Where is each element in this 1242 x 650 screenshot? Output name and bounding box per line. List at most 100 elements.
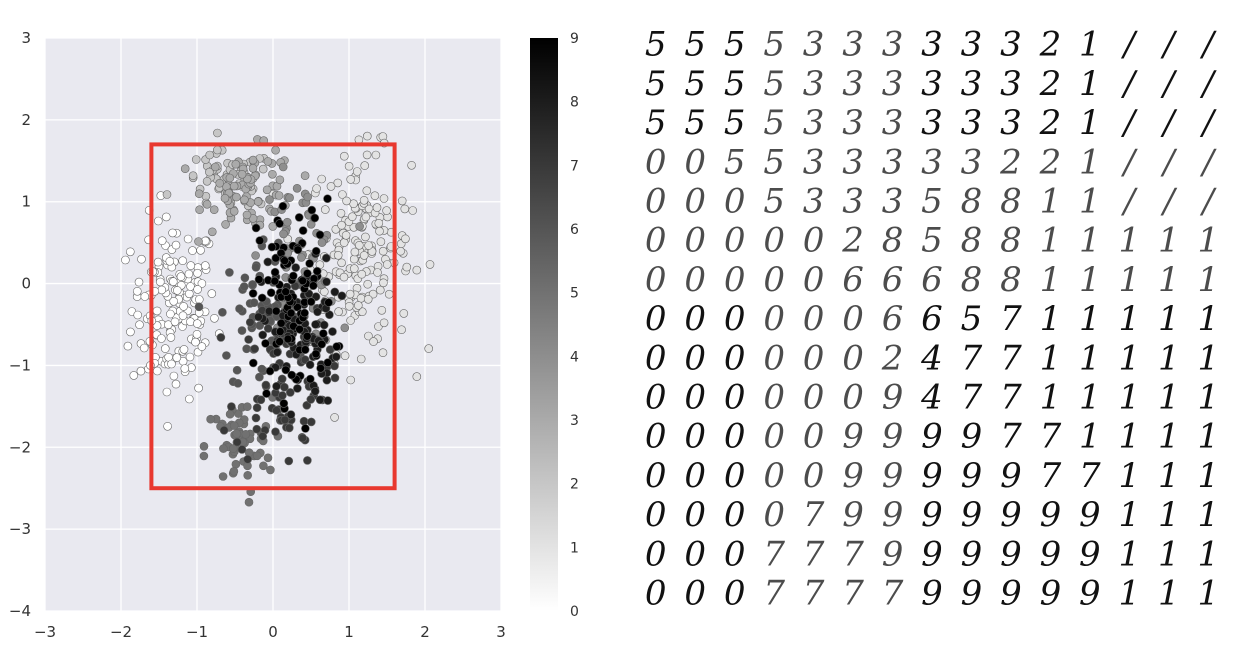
- scatter-point: [220, 193, 230, 203]
- digit-cell: 0: [803, 221, 825, 261]
- scatter-point: [280, 256, 289, 266]
- scatter-point: [272, 381, 281, 391]
- digit-cell: 1: [1197, 534, 1219, 574]
- scatter-point: [315, 395, 325, 405]
- scatter-point: [362, 131, 372, 141]
- scatter-point: [176, 272, 186, 281]
- digit-cell: 7: [763, 574, 785, 614]
- scatter-point: [306, 297, 316, 307]
- scatter-point: [207, 289, 217, 298]
- digit-cell: 1: [1197, 456, 1219, 496]
- scatter-point: [382, 206, 391, 215]
- scatter-point: [399, 309, 409, 318]
- digit-cell: 5: [684, 64, 706, 104]
- digit-cell: 1: [1197, 338, 1219, 378]
- digit-cell: 0: [645, 534, 667, 574]
- digit-cell: /: [1160, 64, 1178, 104]
- scatter-point: [284, 456, 294, 466]
- digit-cell: 4: [920, 338, 943, 378]
- digit-cell: 4: [920, 378, 943, 418]
- scatter-point: [360, 161, 370, 170]
- digit-cell: 5: [684, 25, 706, 65]
- digit-cell: 5: [645, 103, 667, 143]
- scatter-point: [197, 342, 207, 351]
- digit-cell: 0: [684, 495, 706, 535]
- digit-cell: 1: [1197, 417, 1219, 457]
- colorbar-tick-label: 6: [570, 222, 579, 238]
- digit-cell: /: [1121, 103, 1139, 143]
- scatter-point: [356, 354, 366, 364]
- digit-cell: 3: [842, 103, 864, 143]
- scatter-point: [371, 150, 381, 160]
- digit-cell: 0: [645, 574, 667, 614]
- scatter-point: [303, 269, 312, 278]
- digit-cell: 0: [684, 260, 706, 300]
- scatter-point: [281, 365, 291, 375]
- scatter-point: [347, 212, 357, 221]
- digit-cell: 0: [763, 456, 785, 496]
- digit-cell: 1: [1079, 417, 1101, 457]
- scatter-point: [330, 413, 339, 422]
- scatter-point: [378, 348, 388, 358]
- scatter-point: [319, 320, 329, 330]
- scatter-point: [242, 210, 252, 220]
- scatter-point: [126, 247, 135, 257]
- scatter-point: [362, 186, 372, 195]
- digit-cell: 1: [1079, 378, 1101, 418]
- digit-cell: 6: [882, 260, 904, 300]
- digit-cell: 0: [684, 574, 706, 614]
- digit-cell: 0: [684, 142, 706, 182]
- scatter-point: [252, 403, 262, 413]
- colorbar-tick-label: 7: [570, 158, 579, 174]
- scatter-point: [280, 415, 290, 425]
- scatter-point: [166, 333, 176, 342]
- digit-cell: 3: [842, 182, 864, 222]
- scatter-point: [166, 309, 175, 319]
- scatter-point: [382, 260, 392, 269]
- scatter-point: [205, 167, 214, 177]
- digit-cell: /: [1121, 25, 1139, 65]
- digit-cell: 0: [842, 378, 864, 418]
- scatter-point: [332, 342, 342, 351]
- digit-cell: 0: [763, 338, 785, 378]
- digit-cell: 3: [882, 25, 904, 65]
- scatter-point: [133, 310, 142, 320]
- scatter-point: [299, 416, 309, 426]
- digit-cell: 0: [645, 260, 667, 300]
- scatter-point: [254, 275, 264, 284]
- scatter-point: [412, 372, 422, 381]
- colorbar-gradient: [530, 38, 558, 611]
- digit-cell: 0: [724, 417, 746, 457]
- digit-cell: 9: [921, 574, 943, 614]
- scatter-point: [337, 220, 346, 230]
- scatter-point: [171, 379, 181, 389]
- scatter-point: [185, 289, 194, 299]
- scatter-point: [263, 257, 273, 267]
- digit-cell: 1: [1119, 456, 1141, 496]
- digit-cell: 3: [803, 25, 825, 65]
- digit-cell: 7: [763, 534, 785, 574]
- scatter-point: [261, 339, 270, 348]
- digit-cell: 1: [1197, 574, 1219, 614]
- digit-cell: 9: [921, 534, 943, 574]
- digit-cell: 1: [1079, 142, 1101, 182]
- scatter-point: [251, 251, 260, 260]
- y-tick-label: 3: [21, 29, 31, 47]
- digit-cell: 0: [645, 456, 667, 496]
- scatter-point: [364, 331, 373, 341]
- scatter-point: [298, 226, 308, 235]
- digit-cell: 0: [803, 456, 825, 496]
- scatter-point: [374, 219, 384, 228]
- scatter-point: [157, 334, 166, 343]
- digit-cell: 1: [1079, 64, 1101, 104]
- digit-cell: 5: [645, 64, 667, 104]
- digit-cell: 1: [1119, 417, 1141, 457]
- digit-cell: /: [1160, 25, 1178, 65]
- scatter-point: [276, 318, 286, 328]
- scatter-point: [286, 308, 296, 318]
- digit-cell: 3: [1000, 64, 1022, 104]
- scatter-point: [227, 402, 236, 411]
- digit-cell: 0: [645, 299, 667, 339]
- scatter-point: [205, 150, 214, 160]
- digit-cell: 1: [1158, 456, 1180, 496]
